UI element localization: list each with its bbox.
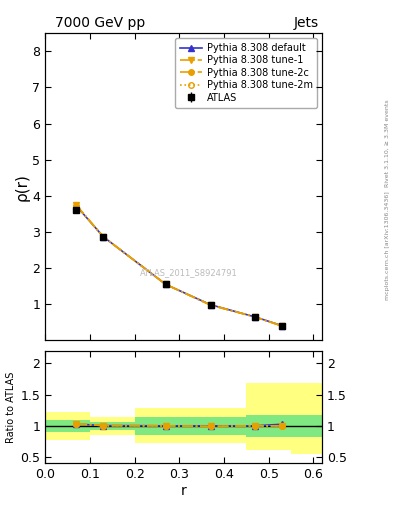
Line: Pythia 8.308 default: Pythia 8.308 default [74, 203, 285, 328]
Pythia 8.308 default [163, 282, 168, 288]
Pythia 8.308 tune-1 [280, 323, 285, 329]
Pythia 8.308 tune-2c [74, 203, 79, 209]
Legend: Pythia 8.308 default, Pythia 8.308 tune-1, Pythia 8.308 tune-2c, Pythia 8.308 tu: Pythia 8.308 default, Pythia 8.308 tune-… [175, 38, 318, 108]
Pythia 8.308 default [74, 203, 79, 209]
Pythia 8.308 default [208, 302, 213, 308]
Pythia 8.308 tune-2m [208, 302, 213, 308]
Pythia 8.308 tune-1 [253, 314, 257, 320]
Pythia 8.308 tune-2c [280, 323, 285, 329]
Text: Jets: Jets [293, 16, 318, 30]
Text: Rivet 3.1.10, ≥ 3.3M events: Rivet 3.1.10, ≥ 3.3M events [385, 99, 389, 187]
Line: Pythia 8.308 tune-2c: Pythia 8.308 tune-2c [74, 203, 285, 329]
Pythia 8.308 default [253, 314, 257, 320]
Pythia 8.308 tune-2c [101, 233, 106, 240]
Y-axis label: Ratio to ATLAS: Ratio to ATLAS [6, 371, 16, 443]
Line: Pythia 8.308 tune-1: Pythia 8.308 tune-1 [74, 203, 285, 329]
Pythia 8.308 tune-1 [101, 233, 106, 240]
Pythia 8.308 tune-1 [208, 302, 213, 308]
Pythia 8.308 tune-1 [163, 282, 168, 288]
Pythia 8.308 tune-2m [163, 282, 168, 288]
Pythia 8.308 tune-2c [253, 314, 257, 320]
X-axis label: r: r [181, 484, 187, 498]
Pythia 8.308 tune-2m [253, 314, 257, 320]
Text: 7000 GeV pp: 7000 GeV pp [55, 16, 145, 30]
Pythia 8.308 tune-2m [101, 233, 106, 240]
Pythia 8.308 default [101, 233, 106, 240]
Text: mcplots.cern.ch [arXiv:1306.3436]: mcplots.cern.ch [arXiv:1306.3436] [385, 191, 389, 300]
Y-axis label: ρ(r): ρ(r) [15, 173, 29, 201]
Pythia 8.308 tune-2m [280, 323, 285, 329]
Line: Pythia 8.308 tune-2m: Pythia 8.308 tune-2m [74, 203, 285, 329]
Pythia 8.308 default [280, 323, 285, 329]
Pythia 8.308 tune-1 [74, 202, 79, 208]
Pythia 8.308 tune-2c [163, 282, 168, 288]
Pythia 8.308 tune-2c [208, 302, 213, 308]
Text: ATLAS_2011_S8924791: ATLAS_2011_S8924791 [140, 268, 238, 278]
Pythia 8.308 tune-2m [74, 203, 79, 209]
